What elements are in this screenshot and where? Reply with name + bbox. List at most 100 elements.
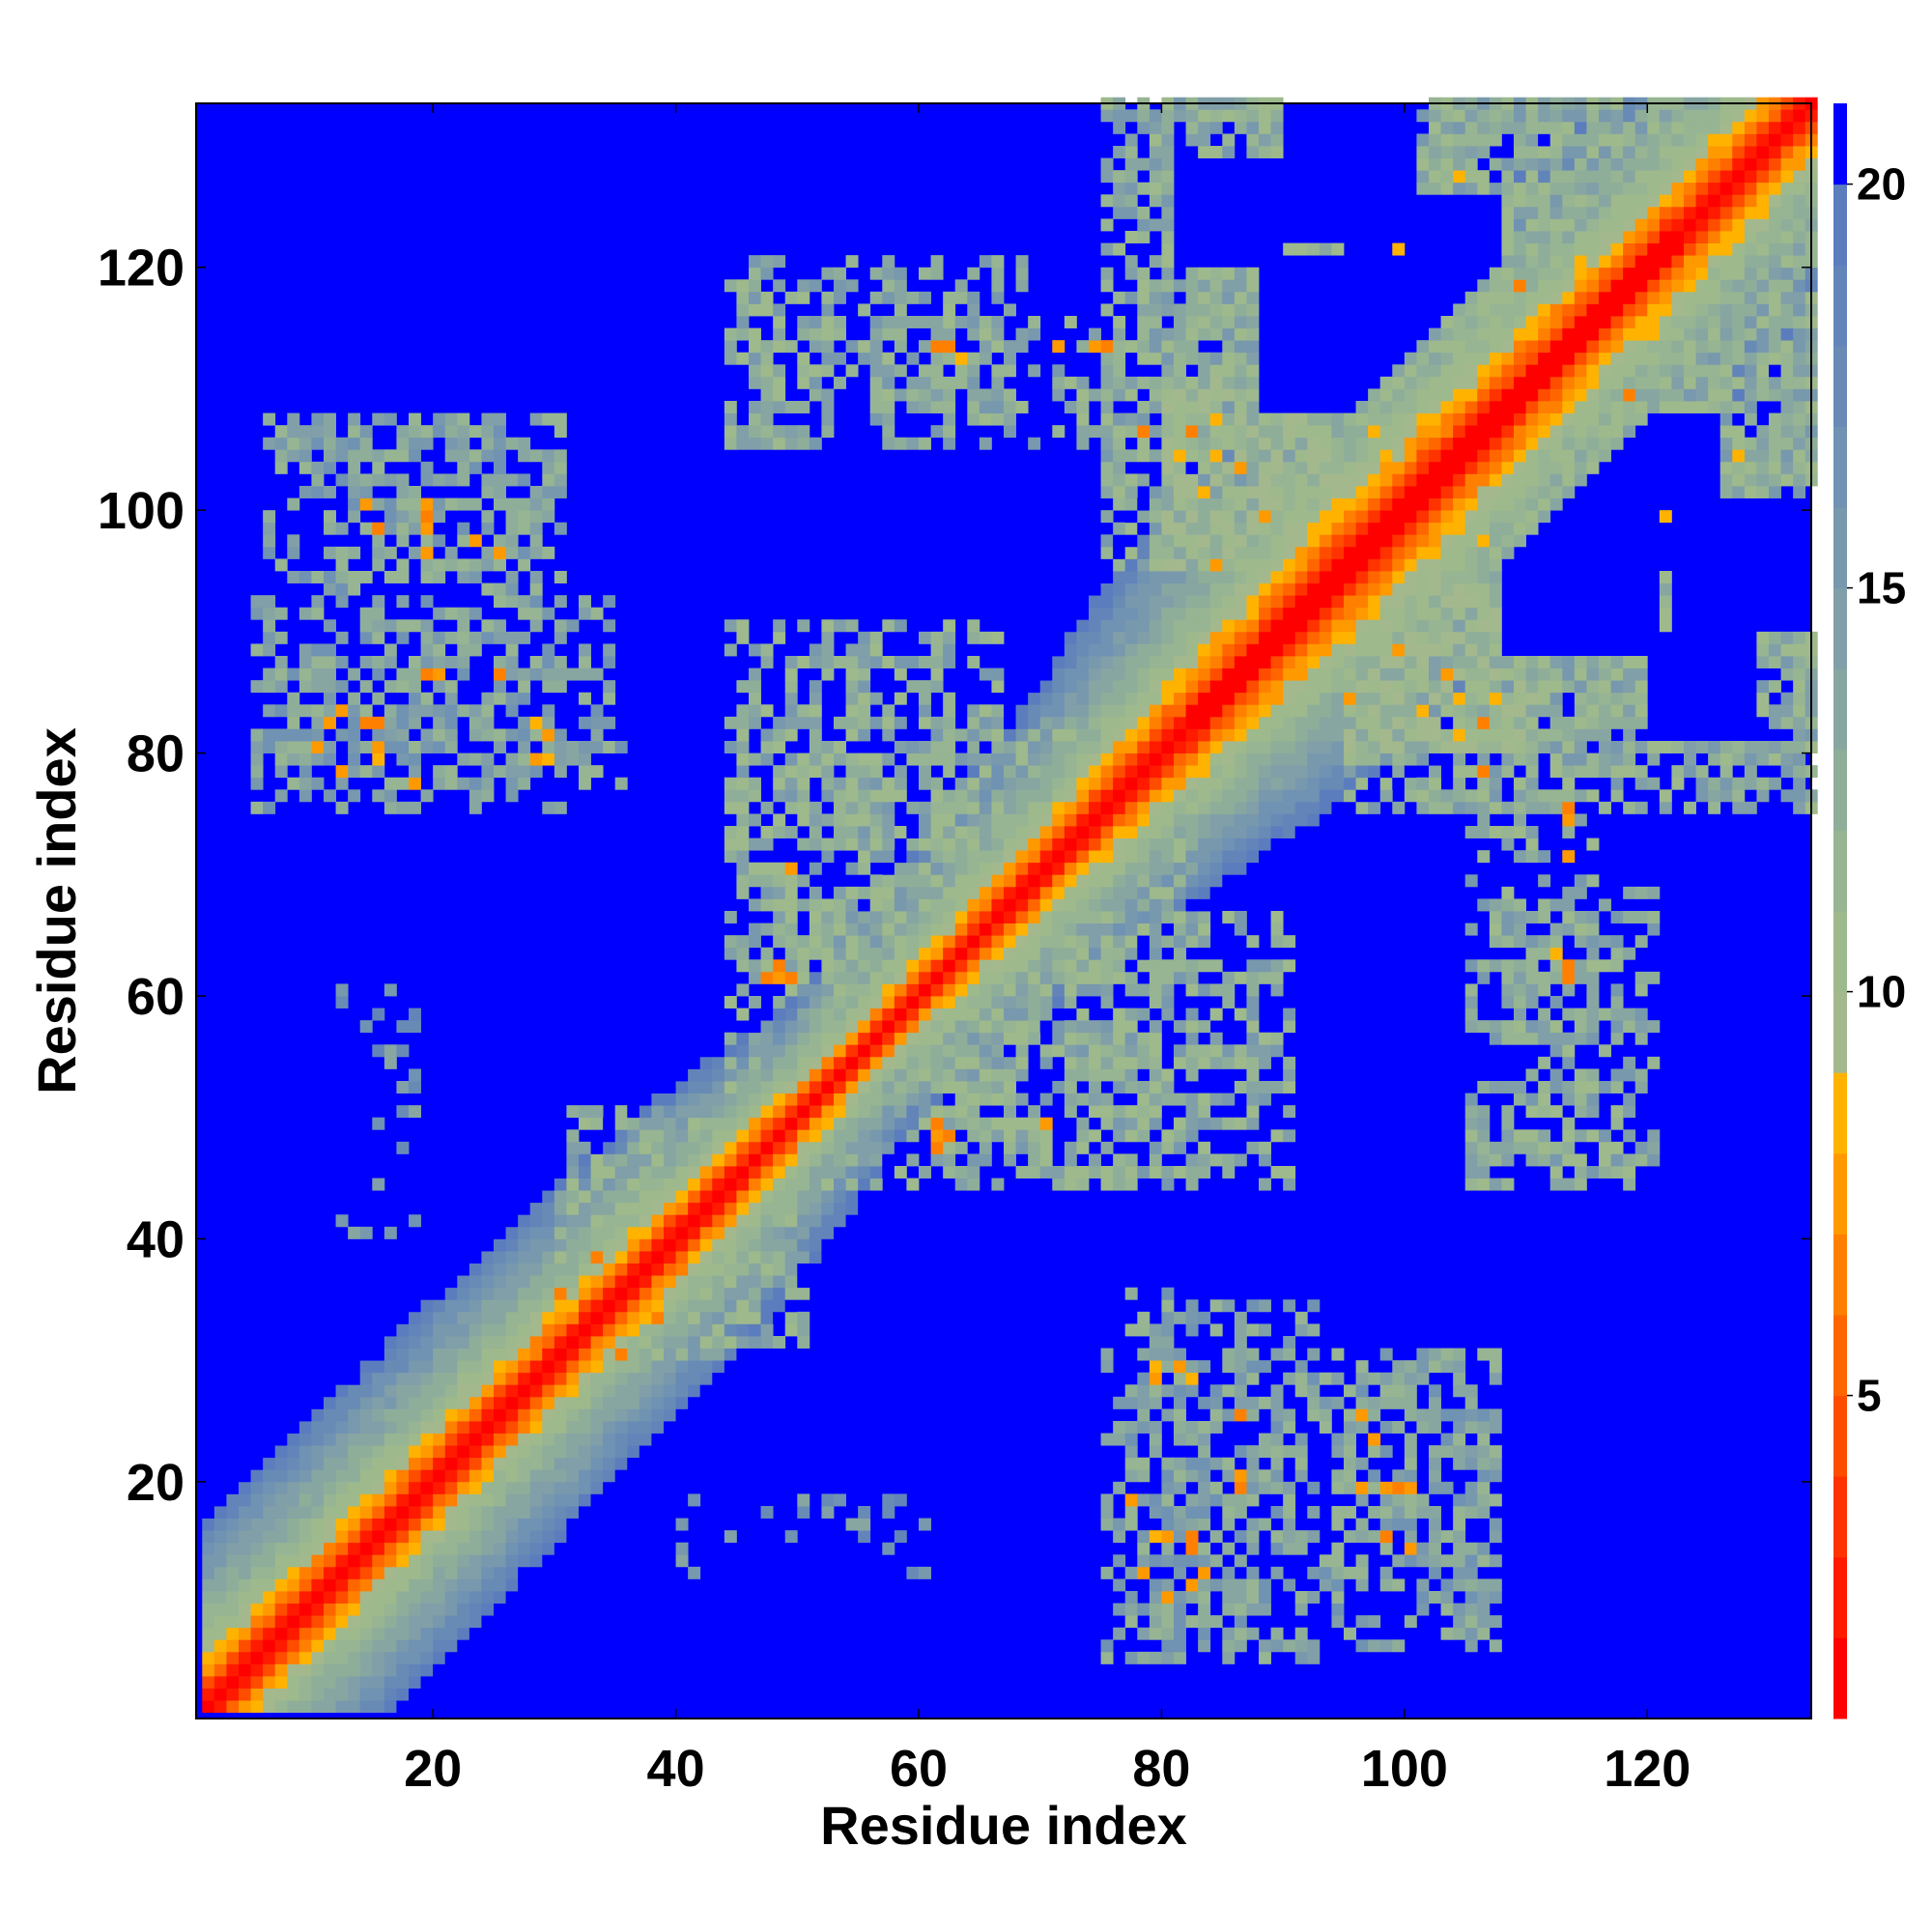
heatmap-cell xyxy=(1174,1348,1186,1361)
heatmap-cell xyxy=(505,656,519,668)
heatmap-cell xyxy=(821,947,835,960)
heatmap-cell xyxy=(226,1639,240,1653)
heatmap-cell xyxy=(518,1481,531,1494)
heatmap-cell xyxy=(882,983,895,997)
heatmap-cell xyxy=(590,1408,604,1422)
heatmap-cell xyxy=(359,497,373,511)
heatmap-cell xyxy=(991,1020,1005,1034)
heatmap-cell xyxy=(263,704,276,718)
heatmap-cell xyxy=(420,619,434,633)
heatmap-cell xyxy=(954,911,968,923)
heatmap-cell xyxy=(1246,862,1260,875)
heatmap-cell xyxy=(579,753,591,766)
heatmap-cell xyxy=(954,801,968,814)
heatmap-cell xyxy=(797,1214,810,1228)
heatmap-cell xyxy=(1076,777,1090,790)
heatmap-cell xyxy=(433,1275,446,1289)
heatmap-cell xyxy=(274,1615,288,1629)
heatmap-cell xyxy=(809,1238,822,1252)
heatmap-cell xyxy=(651,1396,665,1409)
heatmap-cell xyxy=(481,1493,495,1507)
heatmap-cell xyxy=(324,449,336,463)
heatmap-cell xyxy=(274,765,288,779)
heatmap-cell xyxy=(1294,765,1308,779)
heatmap-cell xyxy=(469,1238,482,1252)
heatmap-cell xyxy=(494,1445,506,1459)
heatmap-cell xyxy=(287,692,300,705)
heatmap-cell xyxy=(699,1068,713,1082)
heatmap-cell xyxy=(979,631,992,644)
heatmap-cell xyxy=(1174,765,1186,779)
heatmap-cell xyxy=(1222,412,1236,426)
heatmap-cell xyxy=(736,716,750,729)
heatmap-cell xyxy=(1052,741,1065,753)
heatmap-cell xyxy=(809,1081,822,1094)
heatmap-cell xyxy=(1137,206,1151,219)
heatmap-cell xyxy=(1124,886,1138,899)
heatmap-cell xyxy=(1246,680,1260,694)
heatmap-cell xyxy=(1113,340,1126,354)
heatmap-cell xyxy=(797,279,810,293)
heatmap-cell xyxy=(1174,898,1186,912)
heatmap-cell xyxy=(444,704,458,718)
heatmap-cell xyxy=(1137,801,1151,814)
heatmap-cell xyxy=(529,668,543,681)
heatmap-cell xyxy=(1185,1615,1199,1629)
heatmap-cell xyxy=(1015,874,1029,888)
heatmap-cell xyxy=(518,1566,531,1579)
heatmap-cell xyxy=(809,1129,822,1143)
heatmap-cell xyxy=(943,643,956,657)
heatmap-cell xyxy=(1209,571,1223,583)
heatmap-cell xyxy=(724,1226,737,1239)
heatmap-cell xyxy=(1161,352,1175,365)
heatmap-cell xyxy=(372,1518,385,1531)
heatmap-cell xyxy=(699,1056,713,1069)
heatmap-cell xyxy=(773,1202,786,1215)
heatmap-cell xyxy=(1100,1651,1114,1664)
heatmap-cell xyxy=(409,753,421,766)
heatmap-cell xyxy=(1283,1542,1296,1555)
heatmap-cell xyxy=(396,1372,410,1385)
heatmap-cell xyxy=(1161,813,1175,827)
heatmap-cell xyxy=(324,1627,336,1640)
heatmap-cell xyxy=(651,1360,665,1374)
heatmap-cell xyxy=(1307,777,1321,790)
heatmap-cell xyxy=(457,1627,470,1640)
heatmap-cell xyxy=(1331,704,1345,718)
heatmap-cell xyxy=(651,1226,665,1239)
heatmap-cell xyxy=(1209,777,1223,790)
heatmap-cell xyxy=(529,582,543,596)
heatmap-cell xyxy=(1089,1105,1101,1119)
heatmap-cell xyxy=(1161,886,1175,899)
heatmap-cell xyxy=(590,1299,604,1313)
heatmap-cell xyxy=(1124,170,1138,184)
heatmap-cell xyxy=(1161,1627,1175,1640)
heatmap-cell xyxy=(858,1202,871,1215)
heatmap-cell xyxy=(1149,1153,1162,1167)
heatmap-cell xyxy=(372,765,385,779)
heatmap-cell xyxy=(845,1093,859,1106)
heatmap-cell xyxy=(396,1408,410,1422)
heatmap-cell xyxy=(869,412,883,426)
heatmap-cell xyxy=(797,789,810,803)
heatmap-cell xyxy=(1234,279,1247,293)
heatmap-cell xyxy=(979,255,992,269)
heatmap-cell xyxy=(1113,1396,1126,1409)
heatmap-cell xyxy=(384,728,397,742)
heatmap-cell xyxy=(1052,983,1065,997)
heatmap-cell xyxy=(1028,1166,1041,1179)
heatmap-cell xyxy=(894,1166,907,1179)
heatmap-cell xyxy=(1124,267,1138,280)
heatmap-cell xyxy=(1209,1093,1223,1106)
heatmap-cell xyxy=(590,1251,604,1264)
heatmap-cell xyxy=(797,1105,810,1119)
heatmap-cell xyxy=(529,1566,543,1579)
heatmap-cell xyxy=(1270,765,1284,779)
heatmap-cell xyxy=(688,1275,701,1289)
heatmap-cell xyxy=(518,1372,531,1385)
heatmap-cell xyxy=(699,1251,713,1264)
heatmap-cell xyxy=(384,497,397,511)
heatmap-cell xyxy=(991,789,1005,803)
heatmap-cell xyxy=(1124,291,1138,304)
heatmap-cell xyxy=(202,1578,215,1592)
